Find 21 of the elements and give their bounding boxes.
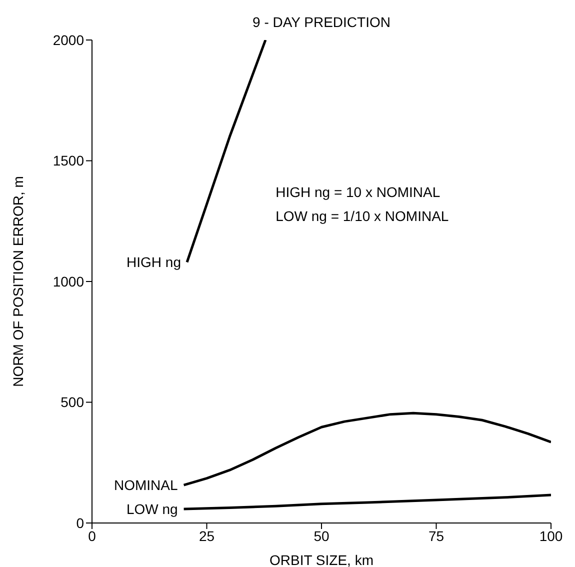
y-tick-label: 0 xyxy=(76,514,84,531)
x-axis-title: ORBIT SIZE, km xyxy=(270,552,374,567)
x-tick-label: 0 xyxy=(88,528,96,544)
chart-title: 9 - DAY PREDICTION xyxy=(252,14,392,30)
annotation: HIGH ng = 10 x NOMINAL xyxy=(276,183,442,202)
x-tick-label: 75 xyxy=(428,528,444,544)
series-label: HIGH ng xyxy=(126,254,182,270)
y-tick-label: 1500 xyxy=(52,152,84,169)
x-tick-label: 25 xyxy=(198,528,215,544)
y-axis-title: NORM OF POSITION ERROR, m xyxy=(10,176,26,387)
y-tick-label: 2000 xyxy=(52,32,84,48)
line-series xyxy=(182,494,551,510)
line-series xyxy=(186,40,267,264)
x-tick-label: 100 xyxy=(539,528,563,544)
x-tick-label: 50 xyxy=(314,528,330,544)
line-series xyxy=(182,412,551,486)
y-tick-label: 1000 xyxy=(52,273,84,290)
series-label: NOMINAL xyxy=(114,477,178,494)
y-tick-label: 500 xyxy=(60,394,84,410)
series-label: LOW ng xyxy=(126,500,178,517)
annotation: LOW ng = 1/10 x NOMINAL xyxy=(276,207,449,226)
